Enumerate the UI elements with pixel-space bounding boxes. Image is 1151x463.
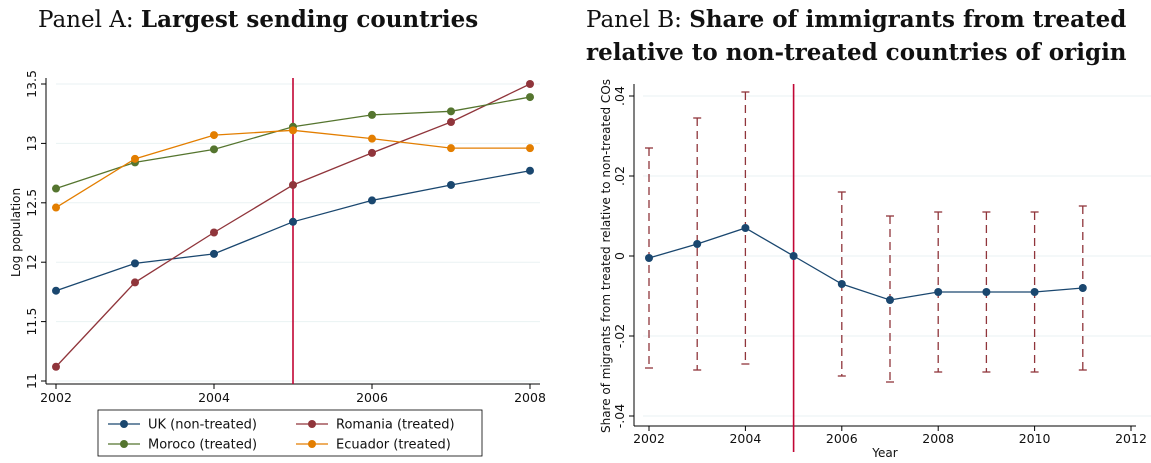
panel-b-x-tick-label: 2012 [1115,431,1147,446]
panel-a-y-tick-label: 12.5 [24,189,39,217]
panel-a-legend: UK (non-treated) Romania (treated) Moroco … [97,409,483,457]
panel-a-chart: 11 11.5 12 12.5 13 13.5 2002 2004 2006 2008 Log po… [9,70,546,457]
panel-a-y-tick-label: 13 [24,135,39,151]
panel-a-data-point [210,145,218,154]
panel-b-x-tick-label: 2004 [729,431,761,446]
panel-a-data-point [52,184,60,193]
panel-a-data-point [368,196,376,205]
panel-a-legend-label: UK (non-treated) [148,418,257,433]
panel-b-title-prefix: Panel B: [586,7,690,33]
panel-a-y-tick-label: 12 [24,254,39,270]
panel-a-x-tick-label: 2008 [514,390,546,405]
panel-a-legend-swatch-marker [120,440,128,448]
panel-b-data-point [982,288,991,296]
panel-b-x-tick-label: 2006 [826,431,858,446]
panel-a-data-point [210,131,218,140]
panel-a-data-point [368,110,376,119]
panel-a-data-point [210,228,218,237]
panel-b-title-bold-line1: Share of immigrants from treated [689,6,1127,33]
panel-a-legend-label: Ecuador (treated) [336,438,451,453]
panel-a-data-point [52,286,60,295]
panel-b-y-tick-label: -.02 [612,324,627,348]
panel-a-data-point [131,154,139,163]
panel-b-x-axis-label: Year [871,446,897,460]
panel-b-data-point [1030,288,1039,296]
panel-a-data-point [131,259,139,268]
panel-b-data-point [934,288,943,296]
panel-a-title-prefix: Panel A: [38,7,141,33]
panel-a-y-tick-label: 11 [24,373,39,389]
panel-b-data-point [837,280,846,288]
panel-b-data-point [789,252,798,260]
panel-b-title-line1: Panel B: Share of immigrants from treate… [586,6,1126,33]
panel-a-data-point [52,362,60,371]
panel-b-y-tick-label: -.04 [612,404,627,428]
panel-b-data-point [645,254,653,262]
panel-a-x-tick-label: 2002 [40,390,72,405]
panel-a-legend-swatch-marker [120,420,128,428]
panel-b-title-line2: relative to non-treated countries of ori… [586,39,1127,66]
panel-a-legend-swatch-marker [308,420,316,428]
panel-a-legend-label: Romania (treated) [336,418,455,433]
panel-b-data-point [693,240,702,248]
panel-a-data-point [526,93,534,102]
panel-a-x-tick-label: 2004 [198,390,230,405]
panel-b-x-tick-label: 2010 [1019,431,1051,446]
panel-b-data-point [886,296,894,304]
panel-a-data-point [447,144,455,153]
panel-b-y-tick-label: .04 [612,86,627,106]
panel-a-data-point [526,166,534,175]
panel-b-x-tick-label: 2002 [633,431,665,446]
panel-a-data-point [289,126,297,135]
panel-a-data-point [289,217,297,226]
panel-a-y-tick-label: 11.5 [24,308,39,336]
panel-b-series-line [648,227,1083,301]
panel-a-data-point [368,134,376,143]
panel-a-y-axis-label: Log population [9,188,23,277]
panel-a-legend-box [97,409,483,457]
panel-b-y-tick-label: 0 [612,252,627,260]
panel-a-data-point [447,118,455,127]
panel-a-data-point [210,249,218,258]
panel-a-data-point [368,148,376,157]
panel-a-data-point [526,144,534,153]
panel-a-data-point [526,80,534,88]
panel-a-x-tick-label: 2006 [356,390,388,405]
panel-a-title-bold: Largest sending countries [140,6,479,33]
panel-b-y-axis-label: Share of migrants from treated relative … [599,79,613,433]
panel-b-data-point [741,224,750,232]
panel-a-y-tick-label: 13.5 [24,70,39,98]
panel-a-data-point [52,203,60,212]
panel-a-data-point [131,278,139,287]
panel-b-x-tick-label: 2008 [922,431,954,446]
panel-a-legend-swatch-marker [308,440,316,448]
panel-a-data-point [289,180,297,189]
panel-a-legend-label: Moroco (treated) [148,438,257,453]
panel-a-title: Panel A: Largest sending countries [38,6,478,33]
panel-b-y-tick-label: .02 [612,166,627,186]
panel-a-data-point [447,180,455,189]
panel-a-data-point [447,107,455,116]
panel-b-data-point [1078,284,1087,292]
